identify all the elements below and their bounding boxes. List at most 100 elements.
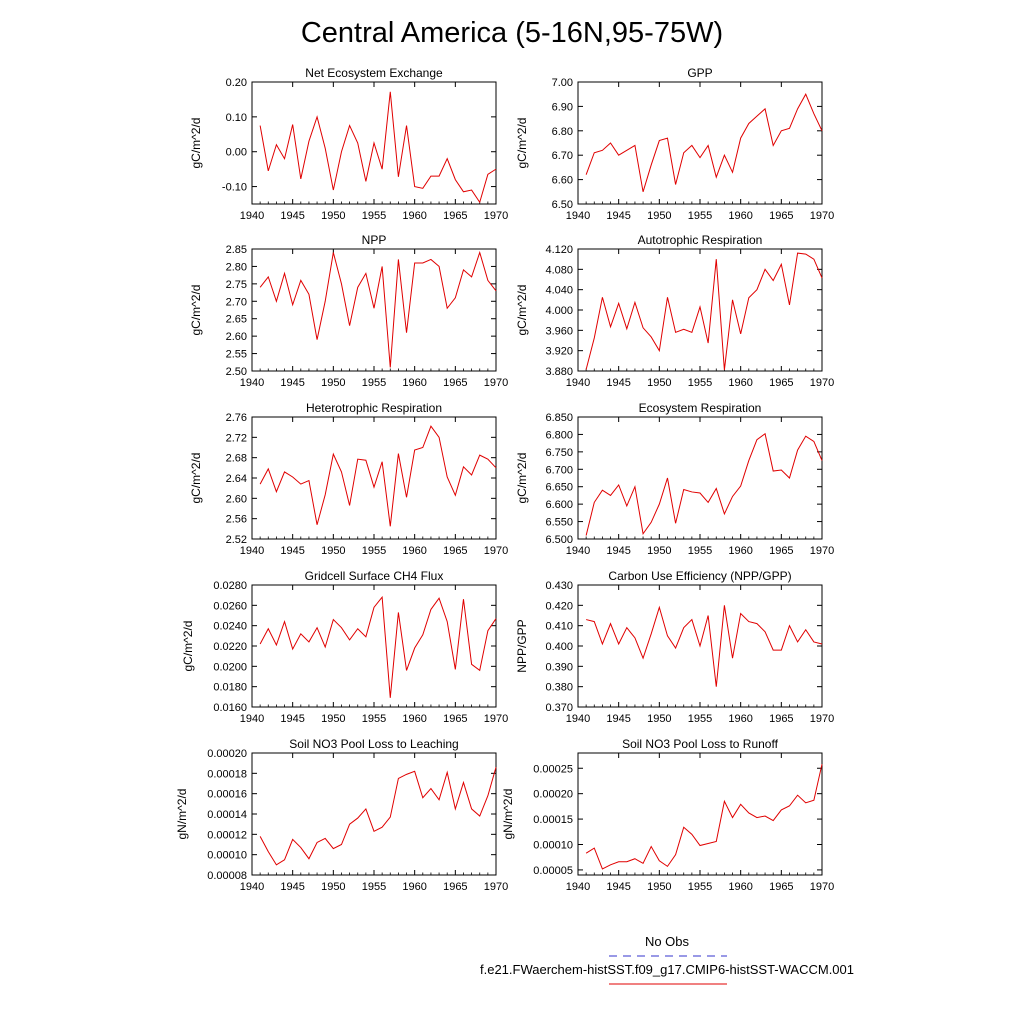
- x-tick-label: 1955: [362, 881, 386, 893]
- legend-model-label: f.e21.FWaerchem-histSST.f09_g17.CMIP6-hi…: [480, 962, 854, 977]
- y-tick-label: 0.00016: [207, 789, 247, 801]
- y-tick-label: 6.650: [545, 482, 573, 494]
- y-tick-label: 6.800: [545, 429, 573, 441]
- y-tick-label: 0.00: [226, 147, 247, 159]
- x-tick-label: 1940: [566, 881, 590, 893]
- y-tick-label: 0.0220: [213, 641, 247, 653]
- y-tick-label: 4.080: [545, 264, 573, 276]
- y-tick-label: 0.0160: [213, 702, 247, 714]
- y-tick-label: 2.70: [226, 296, 247, 308]
- y-tick-label: 2.64: [226, 473, 247, 485]
- chart-title: Net Ecosystem Exchange: [305, 66, 443, 80]
- x-tick-label: 1965: [769, 377, 793, 389]
- x-tick-label: 1965: [443, 881, 467, 893]
- x-tick-label: 1965: [443, 210, 467, 222]
- x-tick-label: 1950: [321, 545, 345, 557]
- y-tick-label: 2.56: [226, 514, 247, 526]
- y-tick-label: 0.0280: [213, 580, 247, 592]
- chart-panel-5: Heterotrophic Respiration 1940 1945 1950 195…: [189, 401, 508, 557]
- y-tick-label: 0.00005: [533, 865, 573, 877]
- x-tick-label: 1970: [810, 545, 834, 557]
- x-tick-label: 1945: [606, 881, 630, 893]
- x-tick-label: 1965: [443, 377, 467, 389]
- x-tick-label: 1955: [362, 713, 386, 725]
- y-tick-label: 4.000: [545, 305, 573, 317]
- y-tick-label: 0.0260: [213, 600, 247, 612]
- series-line: [585, 252, 823, 371]
- series-line: [259, 595, 497, 698]
- chart-title: Heterotrophic Respiration: [306, 401, 442, 415]
- y-tick-label: 2.60: [226, 493, 247, 505]
- x-tick-label: 1960: [728, 545, 752, 557]
- panels: Net Ecosystem Exchange 1940 1945 1950 1955 19…: [175, 66, 834, 893]
- chart-title: Soil NO3 Pool Loss to Runoff: [622, 737, 779, 751]
- y-tick-label: 3.920: [545, 346, 573, 358]
- chart-title: Soil NO3 Pool Loss to Leaching: [289, 737, 458, 751]
- y-tick-label: 0.0240: [213, 621, 247, 633]
- x-tick-label: 1965: [769, 881, 793, 893]
- y-tick-label: 6.80: [552, 126, 573, 138]
- series-line: [259, 767, 497, 866]
- y-tick-label: 2.76: [226, 412, 247, 424]
- plot-frame: [251, 584, 497, 708]
- x-tick-label: 1950: [647, 545, 671, 557]
- y-axis-label: gC/m^2/d: [515, 285, 529, 336]
- y-tick-label: 0.0180: [213, 682, 247, 694]
- series-line: [259, 91, 497, 204]
- y-tick-label: 6.850: [545, 412, 573, 424]
- y-tick-label: 2.85: [226, 244, 247, 256]
- x-tick-label: 1970: [484, 881, 508, 893]
- legend-obs-label: No Obs: [645, 934, 690, 949]
- series-line: [585, 93, 823, 192]
- chart-panel-9: Soil NO3 Pool Loss to Leaching 1940 1945 19…: [175, 737, 508, 893]
- x-tick-label: 1940: [566, 545, 590, 557]
- series-line: [259, 250, 497, 368]
- chart-title: Autotrophic Respiration: [638, 233, 763, 247]
- x-tick-label: 1950: [647, 210, 671, 222]
- y-tick-label: 0.20: [226, 77, 247, 89]
- y-tick-label: 2.55: [226, 349, 247, 361]
- y-tick-label: 0.00020: [533, 789, 573, 801]
- x-tick-label: 1965: [769, 713, 793, 725]
- plot-frame: [577, 248, 823, 372]
- y-tick-label: 0.380: [545, 682, 573, 694]
- x-tick-label: 1945: [280, 713, 304, 725]
- y-axis-label: gC/m^2/d: [189, 118, 203, 169]
- y-tick-label: 2.60: [226, 331, 247, 343]
- x-tick-label: 1945: [280, 545, 304, 557]
- y-tick-label: 2.50: [226, 366, 247, 378]
- x-tick-label: 1940: [566, 210, 590, 222]
- x-tick-label: 1950: [321, 210, 345, 222]
- y-tick-label: 3.960: [545, 325, 573, 337]
- x-tick-label: 1965: [443, 713, 467, 725]
- y-tick-label: 0.430: [545, 580, 573, 592]
- y-tick-label: 0.410: [545, 621, 573, 633]
- y-tick-label: 0.00012: [207, 829, 247, 841]
- x-tick-label: 1945: [280, 210, 304, 222]
- y-tick-label: 2.72: [226, 432, 247, 444]
- chart-panel-3: NPP 1940 1945 1950 1955 1960 1965 1970 2.85 2.80 2…: [189, 233, 508, 389]
- series-line: [585, 764, 823, 870]
- chart-title: GPP: [687, 66, 712, 80]
- y-tick-label: 7.00: [552, 77, 573, 89]
- x-tick-label: 1965: [769, 210, 793, 222]
- x-tick-label: 1960: [402, 713, 426, 725]
- y-tick-label: 0.00025: [533, 763, 573, 775]
- y-tick-label: 4.120: [545, 244, 573, 256]
- y-tick-label: 2.52: [226, 534, 247, 546]
- y-tick-label: 0.00010: [533, 840, 573, 852]
- x-tick-label: 1945: [606, 713, 630, 725]
- y-axis-label: NPP/GPP: [515, 619, 529, 672]
- x-tick-label: 1970: [810, 881, 834, 893]
- y-axis-label: gC/m^2/d: [515, 453, 529, 504]
- y-tick-label: 2.68: [226, 453, 247, 465]
- y-tick-label: 0.00008: [207, 870, 247, 882]
- chart-title: NPP: [362, 233, 387, 247]
- x-tick-label: 1970: [810, 713, 834, 725]
- y-tick-label: 0.0200: [213, 661, 247, 673]
- chart-panel-10: Soil NO3 Pool Loss to Runoff 1940 1945 1950…: [501, 737, 834, 893]
- x-tick-label: 1945: [606, 377, 630, 389]
- x-tick-label: 1970: [810, 377, 834, 389]
- y-tick-label: 6.500: [545, 534, 573, 546]
